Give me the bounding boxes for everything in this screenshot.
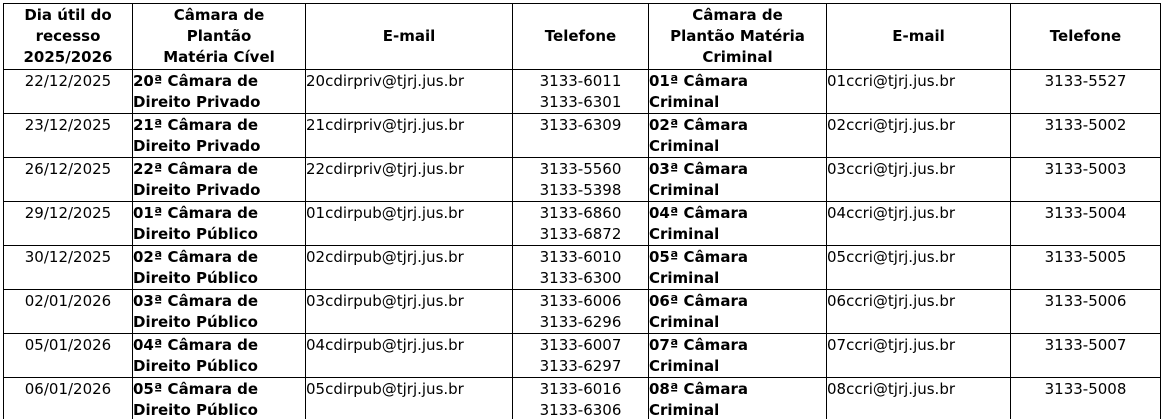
civil-chamber-cell: 03ª Câmara de Direito Público: [132, 289, 306, 334]
criminal-phone-cell: 3133-5006: [1010, 289, 1161, 334]
criminal-phone-cell: 3133-5004: [1010, 201, 1161, 246]
criminal-email-cell: 05ccri@tjrj.jus.br: [826, 245, 1011, 290]
civil-chamber-cell: 22ª Câmara de Direito Privado: [132, 157, 306, 202]
table-row: 06/01/2026 05ª Câmara de Direito Público…: [3, 377, 1161, 419]
criminal-chamber-cell: 03ª Câmara Criminal: [648, 157, 827, 202]
civil-email-cell: 01cdirpub@tjrj.jus.br: [305, 201, 513, 246]
date-cell: 29/12/2025: [3, 201, 133, 246]
civil-chamber-cell: 21ª Câmara de Direito Privado: [132, 113, 306, 158]
header-criminal-phone: Telefone: [1010, 3, 1161, 70]
criminal-email-cell: 06ccri@tjrj.jus.br: [826, 289, 1011, 334]
date-cell: 26/12/2025: [3, 157, 133, 202]
civil-phone-cell: 3133-5560 3133-5398: [512, 157, 649, 202]
header-row: Dia útil do recesso 2025/2026 Câmara de …: [3, 3, 1161, 70]
date-cell: 30/12/2025: [3, 245, 133, 290]
civil-email-cell: 22cdirpriv@tjrj.jus.br: [305, 157, 513, 202]
criminal-email-cell: 03ccri@tjrj.jus.br: [826, 157, 1011, 202]
header-recess-day: Dia útil do recesso 2025/2026: [3, 3, 133, 70]
criminal-chamber-cell: 01ª Câmara Criminal: [648, 69, 827, 114]
table-row: 23/12/2025 21ª Câmara de Direito Privado…: [3, 113, 1161, 158]
recess-duty-schedule-table: Dia útil do recesso 2025/2026 Câmara de …: [3, 3, 1161, 419]
criminal-phone-cell: 3133-5003: [1010, 157, 1161, 202]
table-row: 30/12/2025 02ª Câmara de Direito Público…: [3, 245, 1161, 290]
civil-phone-cell: 3133-6007 3133-6297: [512, 333, 649, 378]
date-cell: 06/01/2026: [3, 377, 133, 419]
civil-phone-cell: 3133-6010 3133-6300: [512, 245, 649, 290]
date-cell: 23/12/2025: [3, 113, 133, 158]
criminal-phone-cell: 3133-5005: [1010, 245, 1161, 290]
civil-phone-cell: 3133-6006 3133-6296: [512, 289, 649, 334]
civil-phone-cell: 3133-6011 3133-6301: [512, 69, 649, 114]
civil-email-cell: 20cdirpriv@tjrj.jus.br: [305, 69, 513, 114]
civil-chamber-cell: 20ª Câmara de Direito Privado: [132, 69, 306, 114]
header-criminal-chamber: Câmara de Plantão Matéria Criminal: [648, 3, 827, 70]
criminal-email-cell: 08ccri@tjrj.jus.br: [826, 377, 1011, 419]
criminal-email-cell: 04ccri@tjrj.jus.br: [826, 201, 1011, 246]
civil-email-cell: 21cdirpriv@tjrj.jus.br: [305, 113, 513, 158]
criminal-chamber-cell: 07ª Câmara Criminal: [648, 333, 827, 378]
civil-phone-cell: 3133-6309: [512, 113, 649, 158]
criminal-email-cell: 07ccri@tjrj.jus.br: [826, 333, 1011, 378]
table-row: 29/12/2025 01ª Câmara de Direito Público…: [3, 201, 1161, 246]
civil-email-cell: 03cdirpub@tjrj.jus.br: [305, 289, 513, 334]
header-civil-email: E-mail: [305, 3, 513, 70]
civil-phone-cell: 3133-6016 3133-6306: [512, 377, 649, 419]
criminal-phone-cell: 3133-5008: [1010, 377, 1161, 419]
civil-email-cell: 04cdirpub@tjrj.jus.br: [305, 333, 513, 378]
table-row: 26/12/2025 22ª Câmara de Direito Privado…: [3, 157, 1161, 202]
civil-email-cell: 02cdirpub@tjrj.jus.br: [305, 245, 513, 290]
table-header: Dia útil do recesso 2025/2026 Câmara de …: [3, 3, 1161, 70]
date-cell: 05/01/2026: [3, 333, 133, 378]
civil-chamber-cell: 02ª Câmara de Direito Público: [132, 245, 306, 290]
table-row: 22/12/2025 20ª Câmara de Direito Privado…: [3, 69, 1161, 114]
criminal-email-cell: 02ccri@tjrj.jus.br: [826, 113, 1011, 158]
criminal-chamber-cell: 04ª Câmara Criminal: [648, 201, 827, 246]
header-civil-chamber: Câmara de Plantão Matéria Cível: [132, 3, 306, 70]
criminal-chamber-cell: 05ª Câmara Criminal: [648, 245, 827, 290]
civil-phone-cell: 3133-6860 3133-6872: [512, 201, 649, 246]
table-body: 22/12/2025 20ª Câmara de Direito Privado…: [3, 69, 1161, 419]
criminal-phone-cell: 3133-5527: [1010, 69, 1161, 114]
civil-chamber-cell: 04ª Câmara de Direito Público: [132, 333, 306, 378]
criminal-chamber-cell: 02ª Câmara Criminal: [648, 113, 827, 158]
criminal-chamber-cell: 08ª Câmara Criminal: [648, 377, 827, 419]
criminal-chamber-cell: 06ª Câmara Criminal: [648, 289, 827, 334]
header-civil-phone: Telefone: [512, 3, 649, 70]
criminal-phone-cell: 3133-5002: [1010, 113, 1161, 158]
civil-email-cell: 05cdirpub@tjrj.jus.br: [305, 377, 513, 419]
table-row: 05/01/2026 04ª Câmara de Direito Público…: [3, 333, 1161, 378]
civil-chamber-cell: 05ª Câmara de Direito Público: [132, 377, 306, 419]
criminal-email-cell: 01ccri@tjrj.jus.br: [826, 69, 1011, 114]
header-criminal-email: E-mail: [826, 3, 1011, 70]
table-row: 02/01/2026 03ª Câmara de Direito Público…: [3, 289, 1161, 334]
date-cell: 02/01/2026: [3, 289, 133, 334]
criminal-phone-cell: 3133-5007: [1010, 333, 1161, 378]
civil-chamber-cell: 01ª Câmara de Direito Público: [132, 201, 306, 246]
date-cell: 22/12/2025: [3, 69, 133, 114]
